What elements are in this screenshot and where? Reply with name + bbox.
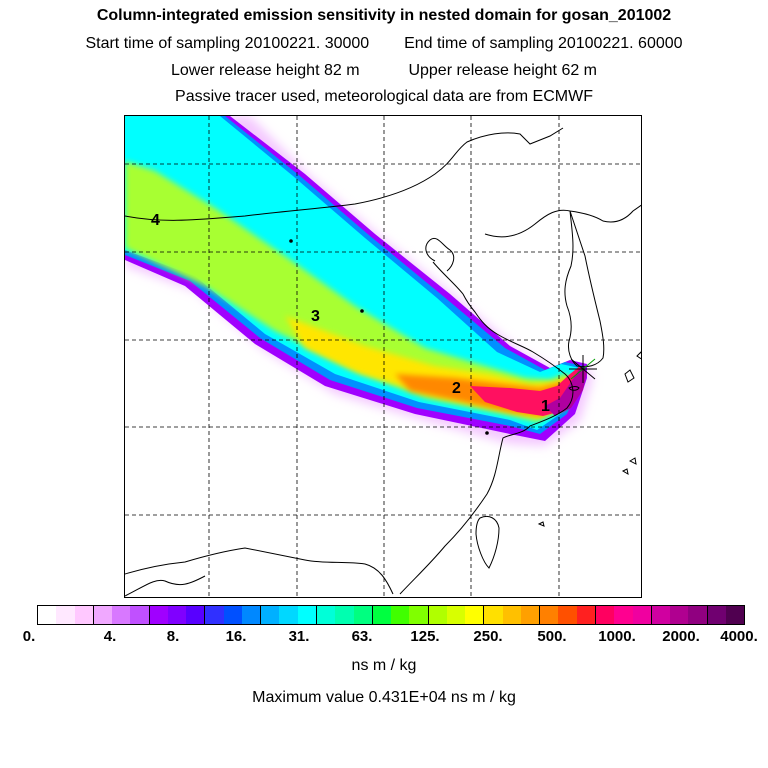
- color-scale-cell: [353, 606, 373, 624]
- tick-label: 8.: [166, 628, 180, 645]
- color-scale-cell: [484, 606, 503, 624]
- color-scale-cell: [614, 606, 633, 624]
- color-scale-cell: [93, 606, 113, 624]
- color-scale-cell: [595, 606, 615, 624]
- color-scale-cell: [540, 606, 559, 624]
- color-scale-cell: [409, 606, 429, 624]
- jeju-island: [568, 386, 580, 391]
- sensitivity-plume: [125, 116, 593, 446]
- color-scale-cell: [688, 606, 708, 624]
- upper-release-height: Upper release height 62 m: [408, 62, 598, 79]
- color-scale-cell: [38, 606, 57, 624]
- marker-label-2: 2: [452, 380, 461, 397]
- tick-label: 16.: [225, 628, 247, 645]
- color-scale-cell: [186, 606, 206, 624]
- color-scale-cell: [261, 606, 280, 624]
- color-scale-cell: [372, 606, 392, 624]
- point-marker: [289, 239, 293, 243]
- southern-border: [125, 547, 394, 595]
- coastlines: [125, 127, 641, 597]
- lower-release-height: Lower release height 82 m: [170, 62, 360, 79]
- color-scale-tick-labels: 0. 4. 8. 16. 31. 63. 125. 250. 500. 1000…: [0, 628, 768, 650]
- tick-label: 4.: [103, 628, 117, 645]
- sampling-time-line: Start time of sampling 20100221. 30000 E…: [0, 35, 768, 53]
- color-scale-cell: [56, 606, 75, 624]
- color-scale-cell: [335, 606, 354, 624]
- color-scale-cell: [167, 606, 187, 624]
- color-scale-cell: [205, 606, 224, 624]
- end-time: End time of sampling 20100221. 60000: [404, 35, 683, 52]
- marker-label-4: 4: [151, 212, 160, 229]
- taiwan: [475, 515, 500, 569]
- start-time: Start time of sampling 20100221. 30000: [85, 35, 370, 52]
- tick-label: 250.: [473, 628, 503, 645]
- marker-label-1: 1: [541, 398, 550, 415]
- color-scale-cell: [465, 606, 485, 624]
- plume-layer-green: [125, 161, 573, 422]
- color-scale-cell: [149, 606, 168, 624]
- color-scale-cell: [725, 606, 745, 624]
- color-scale-cell: [576, 606, 596, 624]
- graticule: [125, 116, 641, 597]
- color-scale-cell: [446, 606, 466, 624]
- tick-label: 500.: [537, 628, 567, 645]
- china-east-coast: [399, 261, 574, 595]
- tick-label: 2000.: [662, 628, 700, 645]
- tick-label: 31.: [288, 628, 310, 645]
- color-scale-cell: [74, 606, 94, 624]
- color-scale-cell: [428, 606, 447, 624]
- korea-peninsula: [564, 210, 605, 368]
- color-scale-cell: [520, 606, 541, 624]
- colorbar-unit: ns m / kg: [351, 657, 417, 674]
- inland-border: [125, 575, 206, 597]
- point-marker: [485, 431, 489, 435]
- island-chain: [537, 457, 637, 527]
- tick-label: 4000.: [720, 628, 758, 645]
- map-panel: 4 3 2 1: [124, 115, 642, 598]
- color-scale-cell: [297, 606, 317, 624]
- plume-layer-max: [545, 368, 587, 416]
- color-scale-cell: [558, 606, 577, 624]
- color-scale-cell: [279, 606, 298, 624]
- bohai-coast: [425, 237, 455, 272]
- color-scale-cell: [391, 606, 410, 624]
- northern-border: [125, 127, 564, 221]
- release-height-line: Lower release height 82 m Upper release …: [0, 62, 768, 80]
- color-scale-cell: [112, 606, 131, 624]
- color-scale-cell: [223, 606, 242, 624]
- color-scale-bar: [37, 605, 745, 625]
- tick-label: 1000.: [598, 628, 636, 645]
- receptor-star-icon: [569, 355, 597, 383]
- color-scale-cell: [502, 606, 521, 624]
- tick-label: 125.: [410, 628, 440, 645]
- plot-title: Column-integrated emission sensitivity i…: [96, 7, 672, 24]
- plume-layer-cyan: [125, 116, 580, 430]
- korea-border: [484, 204, 641, 238]
- color-scale-cell: [670, 606, 689, 624]
- color-scale-cell: [632, 606, 652, 624]
- color-scale-cell: [707, 606, 726, 624]
- maximum-value: Maximum value 0.431E+04 ns m / kg: [252, 689, 516, 706]
- color-scale-cell: [130, 606, 150, 624]
- tick-label: 63.: [351, 628, 373, 645]
- tick-label: 0.: [22, 628, 36, 645]
- color-scale-cell: [241, 606, 262, 624]
- emission-sensitivity-map: 4 3 2 1: [125, 116, 641, 597]
- color-scale-cell: [316, 606, 336, 624]
- color-scale-cell: [651, 606, 671, 624]
- japan-kyushu: [624, 351, 641, 383]
- marker-label-3: 3: [311, 308, 320, 325]
- tracer-note: Passive tracer used, meteorological data…: [175, 88, 593, 105]
- point-marker: [360, 309, 364, 313]
